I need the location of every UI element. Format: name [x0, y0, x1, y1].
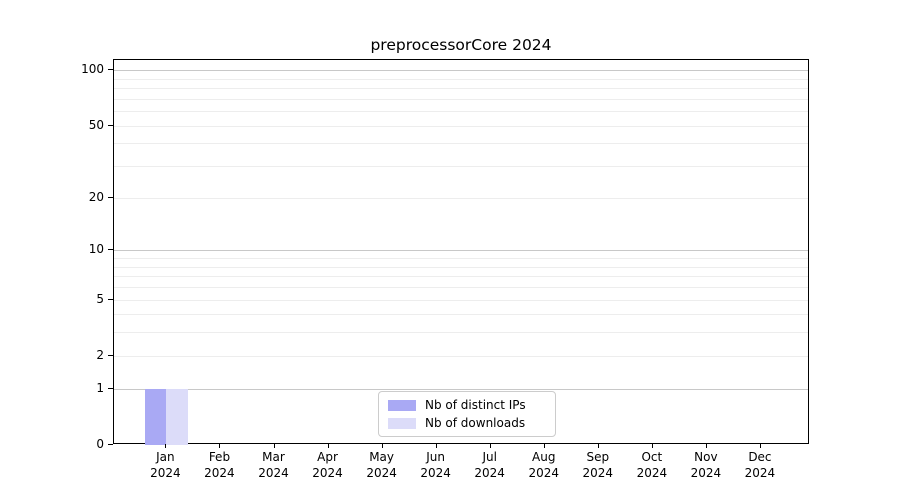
major-gridline — [114, 388, 808, 390]
x-tick-mark — [651, 444, 653, 448]
legend-item-downloads: Nb of downloads — [388, 416, 546, 430]
x-tick-mark — [543, 444, 545, 448]
x-tick-mark — [165, 444, 167, 448]
x-tick-mark — [273, 444, 275, 448]
x-tick-label: Nov 2024 — [690, 450, 722, 480]
x-tick-mark — [705, 444, 707, 448]
legend-label: Nb of distinct IPs — [425, 398, 526, 412]
minor-gridline — [114, 355, 808, 357]
x-tick-mark — [219, 444, 221, 448]
downloads-swatch-icon — [388, 417, 416, 429]
y-tick-mark — [108, 196, 113, 198]
x-tick-label: Oct 2024 — [636, 450, 668, 480]
downloads-bar — [166, 388, 188, 445]
y-tick-label: 20 — [88, 189, 104, 204]
chart-title: preprocessorCore 2024 — [370, 36, 552, 54]
x-tick-label: Jan 2024 — [150, 450, 181, 480]
distinct-ips-swatch-icon — [388, 399, 416, 411]
legend: Nb of distinct IPs Nb of downloads — [378, 391, 556, 437]
legend-item-distinct-ips: Nb of distinct IPs — [388, 398, 546, 412]
minor-gridline — [114, 197, 808, 199]
minor-gridline — [114, 287, 808, 288]
y-tick-mark — [108, 124, 113, 126]
minor-gridline — [114, 258, 808, 260]
x-tick-label: Mar 2024 — [258, 450, 289, 480]
x-tick-mark — [435, 444, 437, 448]
x-tick-mark — [381, 444, 383, 448]
plot-area — [113, 59, 809, 445]
x-tick-mark — [489, 444, 491, 448]
y-tick-mark — [108, 69, 113, 71]
minor-gridline — [114, 111, 808, 113]
y-tick-mark — [108, 354, 113, 356]
distinct-ips-bar — [144, 388, 167, 445]
minor-gridline — [114, 88, 808, 90]
y-tick-mark — [108, 249, 113, 251]
minor-gridline — [114, 143, 808, 145]
y-tick-label: 0 — [96, 437, 104, 451]
x-tick-label: May 2024 — [366, 450, 397, 480]
x-tick-label: Apr 2024 — [312, 450, 343, 480]
minor-gridline — [114, 314, 808, 316]
x-tick-label: Sep 2024 — [582, 450, 614, 480]
minor-gridline — [114, 276, 808, 278]
x-tick-label: Jun 2024 — [420, 450, 451, 480]
x-tick-mark — [327, 444, 329, 448]
y-tick-label: 5 — [96, 291, 104, 306]
minor-gridline — [114, 332, 808, 334]
y-tick-label: 10 — [88, 242, 104, 257]
y-tick-label: 50 — [88, 117, 104, 132]
y-tick-mark — [108, 387, 113, 389]
minor-gridline — [114, 78, 808, 80]
minor-gridline — [114, 266, 808, 268]
y-tick-mark — [108, 444, 113, 445]
x-tick-label: Aug 2024 — [528, 450, 560, 480]
x-tick-mark — [597, 444, 599, 448]
y-tick-label: 100 — [81, 62, 104, 77]
legend-label: Nb of downloads — [425, 416, 526, 430]
minor-gridline — [114, 166, 808, 168]
x-tick-label: Feb 2024 — [204, 450, 235, 480]
minor-gridline — [114, 125, 808, 127]
y-tick-mark — [108, 298, 113, 300]
minor-gridline — [114, 98, 808, 100]
y-tick-label: 2 — [96, 347, 104, 362]
x-tick-label: Jul 2024 — [474, 450, 505, 480]
x-tick-mark — [759, 444, 761, 448]
minor-gridline — [114, 299, 808, 301]
major-gridline — [114, 70, 808, 72]
y-tick-label: 1 — [96, 380, 104, 395]
x-tick-label: Dec 2024 — [744, 450, 776, 480]
major-gridline — [114, 250, 808, 252]
